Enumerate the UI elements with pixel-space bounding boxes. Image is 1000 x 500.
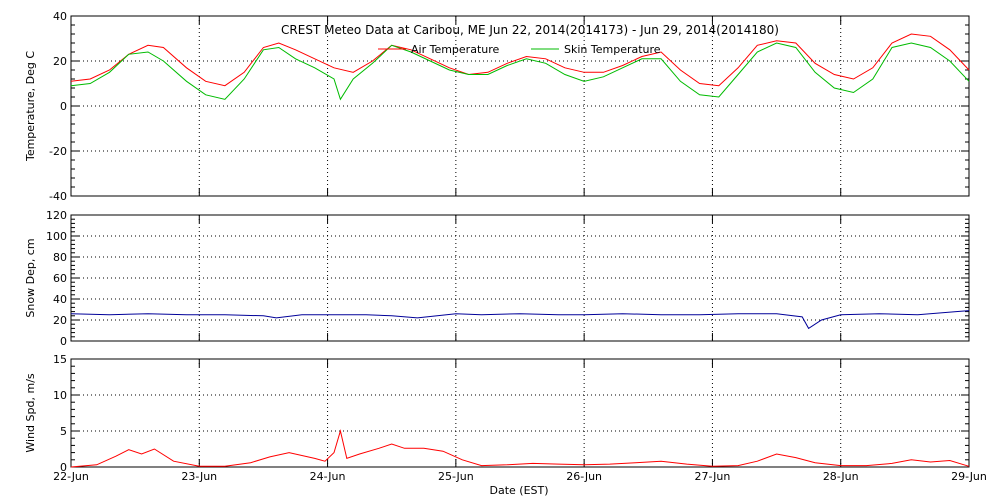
legend: Air Temperature Skin Temperature — [378, 43, 661, 56]
y-tick-label: 0 — [60, 100, 67, 113]
y-tick-label: 80 — [53, 251, 67, 264]
y-axis-title: Snow Dep, cm — [24, 238, 37, 317]
x-tick-label: 23-Jun — [181, 470, 217, 483]
panel-3: 0 5 10 15 22-Jun 23-Jun 24-Jun 25-Jun 26-Jun 27-J… — [24, 353, 987, 483]
y-tick-label: 20 — [53, 314, 67, 327]
snow-depth-line — [70, 310, 970, 330]
y-tick-label: 15 — [53, 353, 67, 366]
skin-temperature-line — [70, 42, 970, 101]
x-axis-title: Date (EST) — [489, 484, 548, 497]
y-tick-label: -40 — [49, 190, 67, 203]
x-tick-label: 29-Jun — [951, 470, 987, 483]
panels: -40 -20 0 20 40 Temperature, Deg C Air Tempera… — [24, 10, 987, 483]
air-temperature-line — [70, 33, 970, 87]
y-tick-label: 10 — [53, 389, 67, 402]
x-tick-label: 25-Jun — [438, 470, 474, 483]
legend-label: Skin Temperature — [564, 43, 661, 56]
panel-2: 0 20 40 60 80 100 120 Snow Dep, cm — [24, 209, 970, 348]
panel-1: -40 -20 0 20 40 Temperature, Deg C Air Tempera… — [24, 10, 970, 203]
x-tick-label: 24-Jun — [310, 470, 346, 483]
y-tick-label: 120 — [46, 209, 67, 222]
x-tick-label: 28-Jun — [823, 470, 859, 483]
y-tick-label: 100 — [46, 230, 67, 243]
y-tick-label: -20 — [49, 145, 67, 158]
x-tick-label: 22-Jun — [53, 470, 89, 483]
legend-label: Air Temperature — [411, 43, 500, 56]
wind-speed-line — [70, 429, 970, 468]
y-axis-title: Temperature, Deg C — [24, 51, 37, 162]
y-tick-label: 0 — [60, 461, 67, 474]
chart-title: CREST Meteo Data at Caribou, ME Jun 22, … — [281, 23, 779, 37]
y-tick-label: 40 — [53, 10, 67, 23]
y-tick-label: 60 — [53, 272, 67, 285]
y-axis-title: Wind Spd, m/s — [24, 373, 37, 453]
x-tick-label: 27-Jun — [695, 470, 731, 483]
y-tick-label: 5 — [60, 425, 67, 438]
y-tick-label: 20 — [53, 55, 67, 68]
plot-frame — [70, 358, 970, 468]
y-tick-label: 40 — [53, 293, 67, 306]
y-tick-label: 0 — [60, 335, 67, 348]
x-tick-label: 26-Jun — [566, 470, 602, 483]
